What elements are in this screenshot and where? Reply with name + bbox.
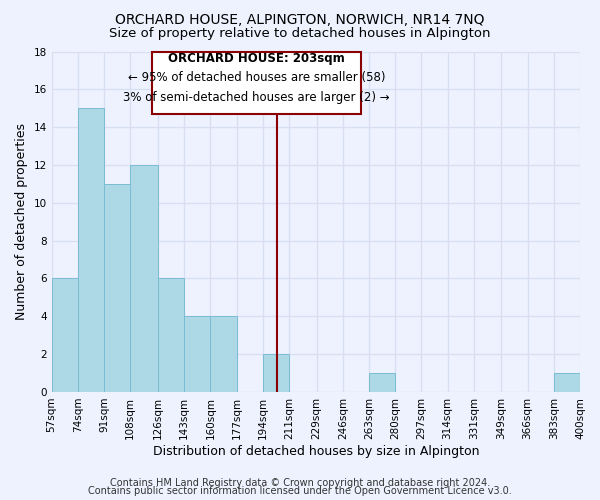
Text: ORCHARD HOUSE: 203sqm: ORCHARD HOUSE: 203sqm xyxy=(168,52,345,64)
Bar xyxy=(263,354,289,392)
X-axis label: Distribution of detached houses by size in Alpington: Distribution of detached houses by size … xyxy=(152,444,479,458)
Text: Size of property relative to detached houses in Alpington: Size of property relative to detached ho… xyxy=(109,28,491,40)
Bar xyxy=(184,316,211,392)
Bar xyxy=(554,373,580,392)
Text: Contains HM Land Registry data © Crown copyright and database right 2024.: Contains HM Land Registry data © Crown c… xyxy=(110,478,490,488)
Bar xyxy=(52,278,78,392)
Bar xyxy=(130,165,158,392)
Bar xyxy=(369,373,395,392)
Bar xyxy=(78,108,104,392)
Bar xyxy=(211,316,236,392)
Bar xyxy=(104,184,130,392)
Y-axis label: Number of detached properties: Number of detached properties xyxy=(15,123,28,320)
Text: Contains public sector information licensed under the Open Government Licence v3: Contains public sector information licen… xyxy=(88,486,512,496)
FancyBboxPatch shape xyxy=(152,52,361,114)
Text: ORCHARD HOUSE, ALPINGTON, NORWICH, NR14 7NQ: ORCHARD HOUSE, ALPINGTON, NORWICH, NR14 … xyxy=(115,12,485,26)
Bar xyxy=(158,278,184,392)
Text: 3% of semi-detached houses are larger (2) →: 3% of semi-detached houses are larger (2… xyxy=(123,92,390,104)
Text: ← 95% of detached houses are smaller (58): ← 95% of detached houses are smaller (58… xyxy=(128,70,385,84)
